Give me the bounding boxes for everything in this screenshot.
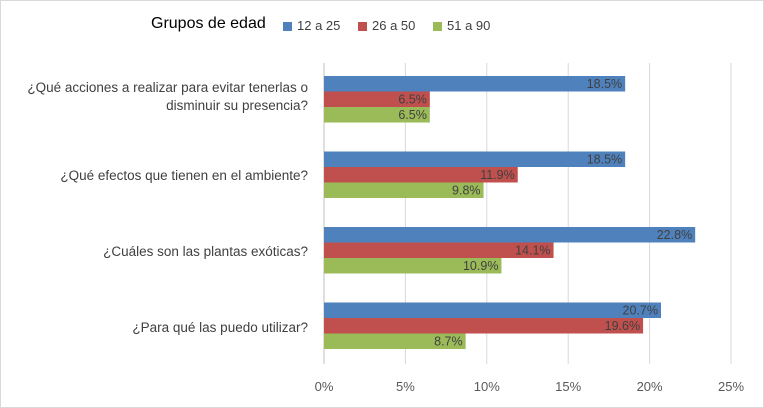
data-label: 20.7% — [623, 304, 658, 318]
x-tick-label: 10% — [474, 379, 500, 394]
data-label: 14.1% — [515, 244, 550, 258]
bar — [324, 182, 484, 198]
x-tick-label: 25% — [718, 379, 744, 394]
category-label: ¿Qué efectos que tienen en el ambiente? — [60, 168, 308, 183]
bar — [324, 91, 430, 107]
legend-title: Grupos de edad — [151, 15, 266, 32]
data-label: 19.6% — [605, 319, 640, 333]
bar — [324, 227, 696, 243]
data-label: 22.8% — [657, 228, 692, 242]
data-label: 9.8% — [452, 184, 481, 198]
x-tick-label: 0% — [315, 379, 334, 394]
data-label: 8.7% — [434, 335, 463, 349]
category-label: ¿Qué acciones a realizar para evitar ten… — [27, 80, 308, 113]
data-label: 10.9% — [463, 259, 498, 273]
data-label: 6.5% — [398, 93, 427, 107]
data-label: 11.9% — [480, 168, 515, 182]
bar — [324, 167, 518, 183]
data-label: 6.5% — [398, 108, 427, 122]
legend-swatch — [283, 22, 292, 31]
category-label: ¿Para qué las puedo utilizar? — [132, 320, 308, 335]
bar — [324, 333, 466, 349]
legend-swatch — [433, 22, 442, 31]
bar — [324, 302, 661, 318]
data-label: 18.5% — [587, 77, 622, 91]
bar — [324, 107, 430, 123]
bar — [324, 318, 644, 334]
x-tick-label: 5% — [396, 379, 415, 394]
legend-label: 12 a 25 — [297, 18, 341, 33]
x-tick-label: 20% — [637, 379, 663, 394]
data-label: 18.5% — [587, 153, 622, 167]
category-label: ¿Cuáles son las plantas exóticas? — [103, 244, 308, 259]
legend-label: 26 a 50 — [372, 18, 416, 33]
bar — [324, 151, 626, 167]
bar — [324, 258, 502, 274]
legend-label: 51 a 90 — [447, 18, 491, 33]
bar — [324, 242, 554, 258]
legend-swatch — [358, 22, 367, 31]
x-tick-label: 15% — [555, 379, 581, 394]
bar — [324, 76, 626, 92]
